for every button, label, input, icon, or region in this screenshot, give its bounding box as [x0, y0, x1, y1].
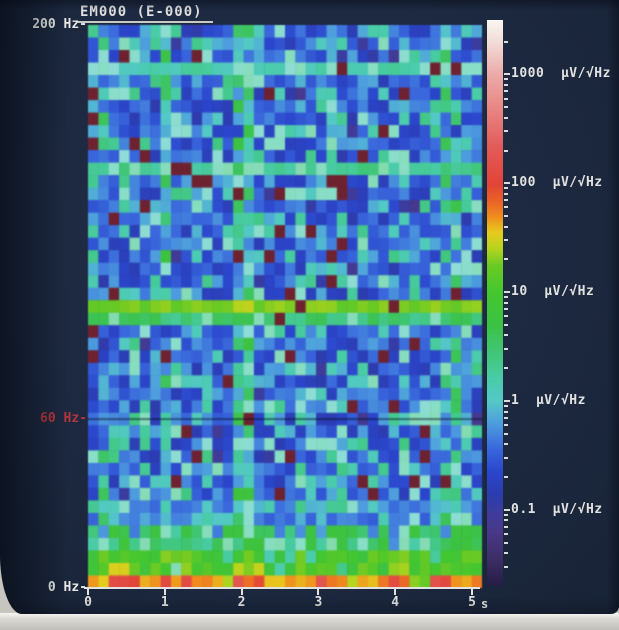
colorbar-minor-tick — [504, 187, 508, 190]
colorbar-minor-tick — [504, 323, 508, 326]
colorbar-minor-tick — [504, 97, 508, 100]
colorbar-minor-tick — [504, 90, 508, 93]
colorbar-label: 1 µV/√Hz — [511, 392, 586, 408]
colorbar-minor-tick — [504, 525, 508, 528]
time-tick — [163, 588, 166, 595]
colorbar-minor-tick — [504, 334, 508, 337]
colorbar-minor-tick — [504, 410, 508, 413]
time-tick — [471, 588, 473, 595]
time-tick — [317, 588, 320, 595]
colorbar-major-tick — [504, 508, 510, 511]
colorbar-minor-tick — [504, 40, 508, 43]
channel-title: EM000 (E-000) — [78, 4, 213, 23]
colorbar-major-tick — [504, 291, 510, 294]
freq-label-200hz: 200 Hz- — [32, 17, 87, 32]
time-tick-label: 0 — [84, 595, 92, 610]
time-tick-label: 2 — [237, 595, 246, 610]
colorbar-minor-tick — [504, 192, 508, 195]
colorbar-minor-tick — [504, 416, 508, 419]
monitor-bezel — [0, 613, 619, 630]
colorbar-minor-tick — [504, 307, 508, 310]
colorbar-minor-tick — [504, 456, 508, 459]
time-tick — [240, 588, 243, 595]
colorbar-minor-tick — [504, 367, 508, 370]
time-tick-label: 4 — [391, 595, 400, 610]
colorbar-major-tick — [504, 182, 510, 185]
colorbar-minor-tick — [504, 199, 508, 202]
freq-label-0hz: 0 Hz- — [47, 580, 87, 595]
colorbar-minor-tick — [504, 296, 508, 299]
colorbar-minor-tick — [504, 541, 508, 544]
colorbar-minor-tick — [504, 258, 508, 261]
colorbar-minor-tick — [504, 130, 508, 133]
colorbar-label: 10 µV/√Hz — [511, 284, 595, 300]
colorbar-minor-tick — [504, 215, 508, 218]
colorbar-minor-tick — [504, 443, 508, 446]
colorbar-minor-tick — [504, 552, 508, 555]
colorbar-minor-tick — [504, 301, 508, 304]
time-axis-line — [84, 587, 480, 589]
time-tick — [394, 588, 397, 595]
colorbar-minor-tick — [504, 78, 508, 81]
colorbar-label: 100 µV/√Hz — [511, 175, 603, 191]
colorbar-minor-tick — [504, 116, 508, 119]
colorbar-minor-tick — [504, 149, 508, 152]
colorbar-major-tick — [504, 73, 510, 76]
colorbar-minor-tick — [504, 476, 508, 479]
colorbar-minor-tick — [504, 532, 508, 535]
colorbar-minor-tick — [504, 513, 508, 516]
colorbar-minor-tick — [504, 225, 508, 228]
time-tick-label: 1 — [160, 595, 169, 610]
colorbar-minor-tick — [504, 83, 508, 86]
colorbar-minor-tick — [504, 565, 508, 568]
freq-label-60hz: 60 Hz- — [40, 411, 87, 427]
colorbar-minor-tick — [504, 424, 508, 427]
time-tick — [87, 588, 89, 595]
time-tick-label: 3 — [314, 595, 323, 610]
colorbar-minor-tick — [504, 106, 508, 109]
colorbar-minor-tick — [504, 519, 508, 522]
colorbar-minor-tick — [504, 432, 508, 435]
colorbar-minor-tick — [504, 315, 508, 318]
colorbar-minor-tick — [504, 206, 508, 209]
colorbar-minor-tick — [504, 239, 508, 242]
colorbar-minor-tick — [504, 404, 508, 407]
colorbar-label: 0.1 µV/√Hz — [511, 501, 603, 517]
colorbar — [487, 20, 503, 586]
spectrogram-heatmap — [88, 25, 482, 588]
colorbar-label: 1000 µV/√Hz — [511, 66, 611, 82]
colorbar-major-tick — [504, 399, 510, 402]
time-axis-unit: s — [481, 597, 489, 611]
time-tick-label: 5 — [468, 595, 476, 610]
colorbar-minor-tick — [504, 348, 508, 351]
